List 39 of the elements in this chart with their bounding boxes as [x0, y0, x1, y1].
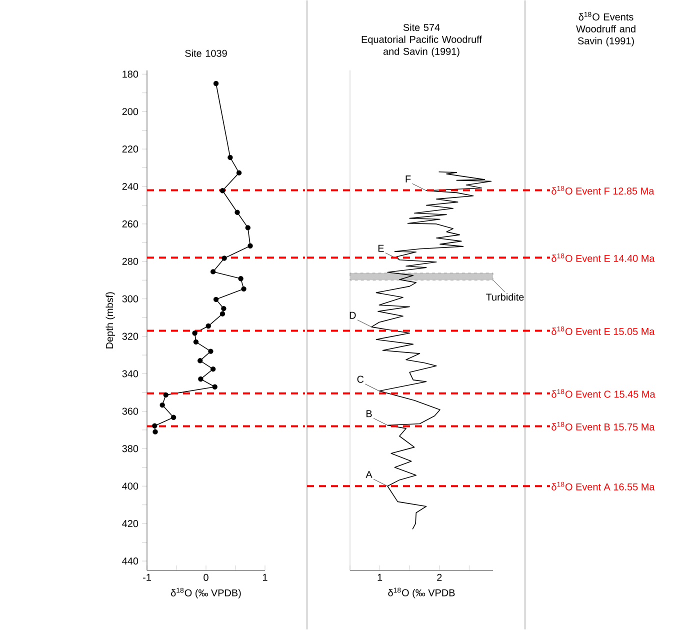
annotation: D — [350, 312, 356, 319]
y-tick-label: 380 — [122, 445, 138, 452]
y-tick-label: 240 — [122, 183, 138, 190]
chart-title: Site 1039 — [185, 50, 227, 57]
x-tick-label: 0 — [204, 574, 208, 582]
y-tick-label: 180 — [122, 70, 138, 78]
chart-title: Site 574 — [403, 24, 440, 32]
x-tick-label: 2 — [437, 574, 442, 581]
x-axis-title: δ$^{18}$O (‰ VPDB — [388, 588, 455, 598]
x-tick-label: 1 — [378, 574, 382, 581]
text: δ$^{18}$O Events Woodruff and Savin (1991) — [576, 12, 636, 46]
x-tick-label: -1 — [143, 574, 151, 581]
y-tick-label: 360 — [122, 408, 138, 415]
annotation: B — [366, 410, 372, 418]
ref-line-label: δ$^{18}$O Event E 14.40 Ma — [552, 253, 655, 262]
ref-line-label: δ$^{18}$O Event F 12.85 Ma — [552, 186, 654, 195]
chart-subtitle: Equatorial Pacific Woodruff and Savin (1991) — [362, 36, 482, 57]
y-tick-label: 340 — [122, 370, 138, 378]
y-tick-label: 280 — [122, 258, 138, 266]
ref-line-label: δ$^{18}$O Event B 15.75 Ma — [552, 422, 655, 431]
y-tick-label: 300 — [122, 295, 138, 302]
y-tick-label: 260 — [122, 220, 138, 228]
y-tick-label: 420 — [122, 520, 138, 528]
band-label: Turbidite — [486, 293, 524, 301]
annotation: F — [406, 176, 411, 183]
ref-line-label: δ$^{18}$O Event A 16.55 Ma — [552, 482, 655, 491]
y-tick-label: 320 — [122, 332, 138, 340]
x-axis-title: δ$^{18}$O (‰ VPDB) — [171, 588, 241, 598]
y-tick-label: 440 — [122, 558, 138, 565]
annotation: C — [357, 376, 364, 383]
annotation: A — [366, 471, 372, 478]
y-tick-label: 220 — [122, 146, 138, 153]
ref-line-label: δ$^{18}$O Event E 15.05 Ma — [552, 326, 655, 336]
x-tick-label: 1 — [263, 574, 268, 581]
y-axis-title: Depth (mbsf) — [106, 292, 116, 348]
annotation: E — [378, 244, 384, 252]
y-tick-label: 200 — [122, 108, 138, 116]
ref-line-label: δ$^{18}$O Event C 15.45 Ma — [552, 389, 656, 398]
y-tick-label: 400 — [122, 482, 138, 490]
